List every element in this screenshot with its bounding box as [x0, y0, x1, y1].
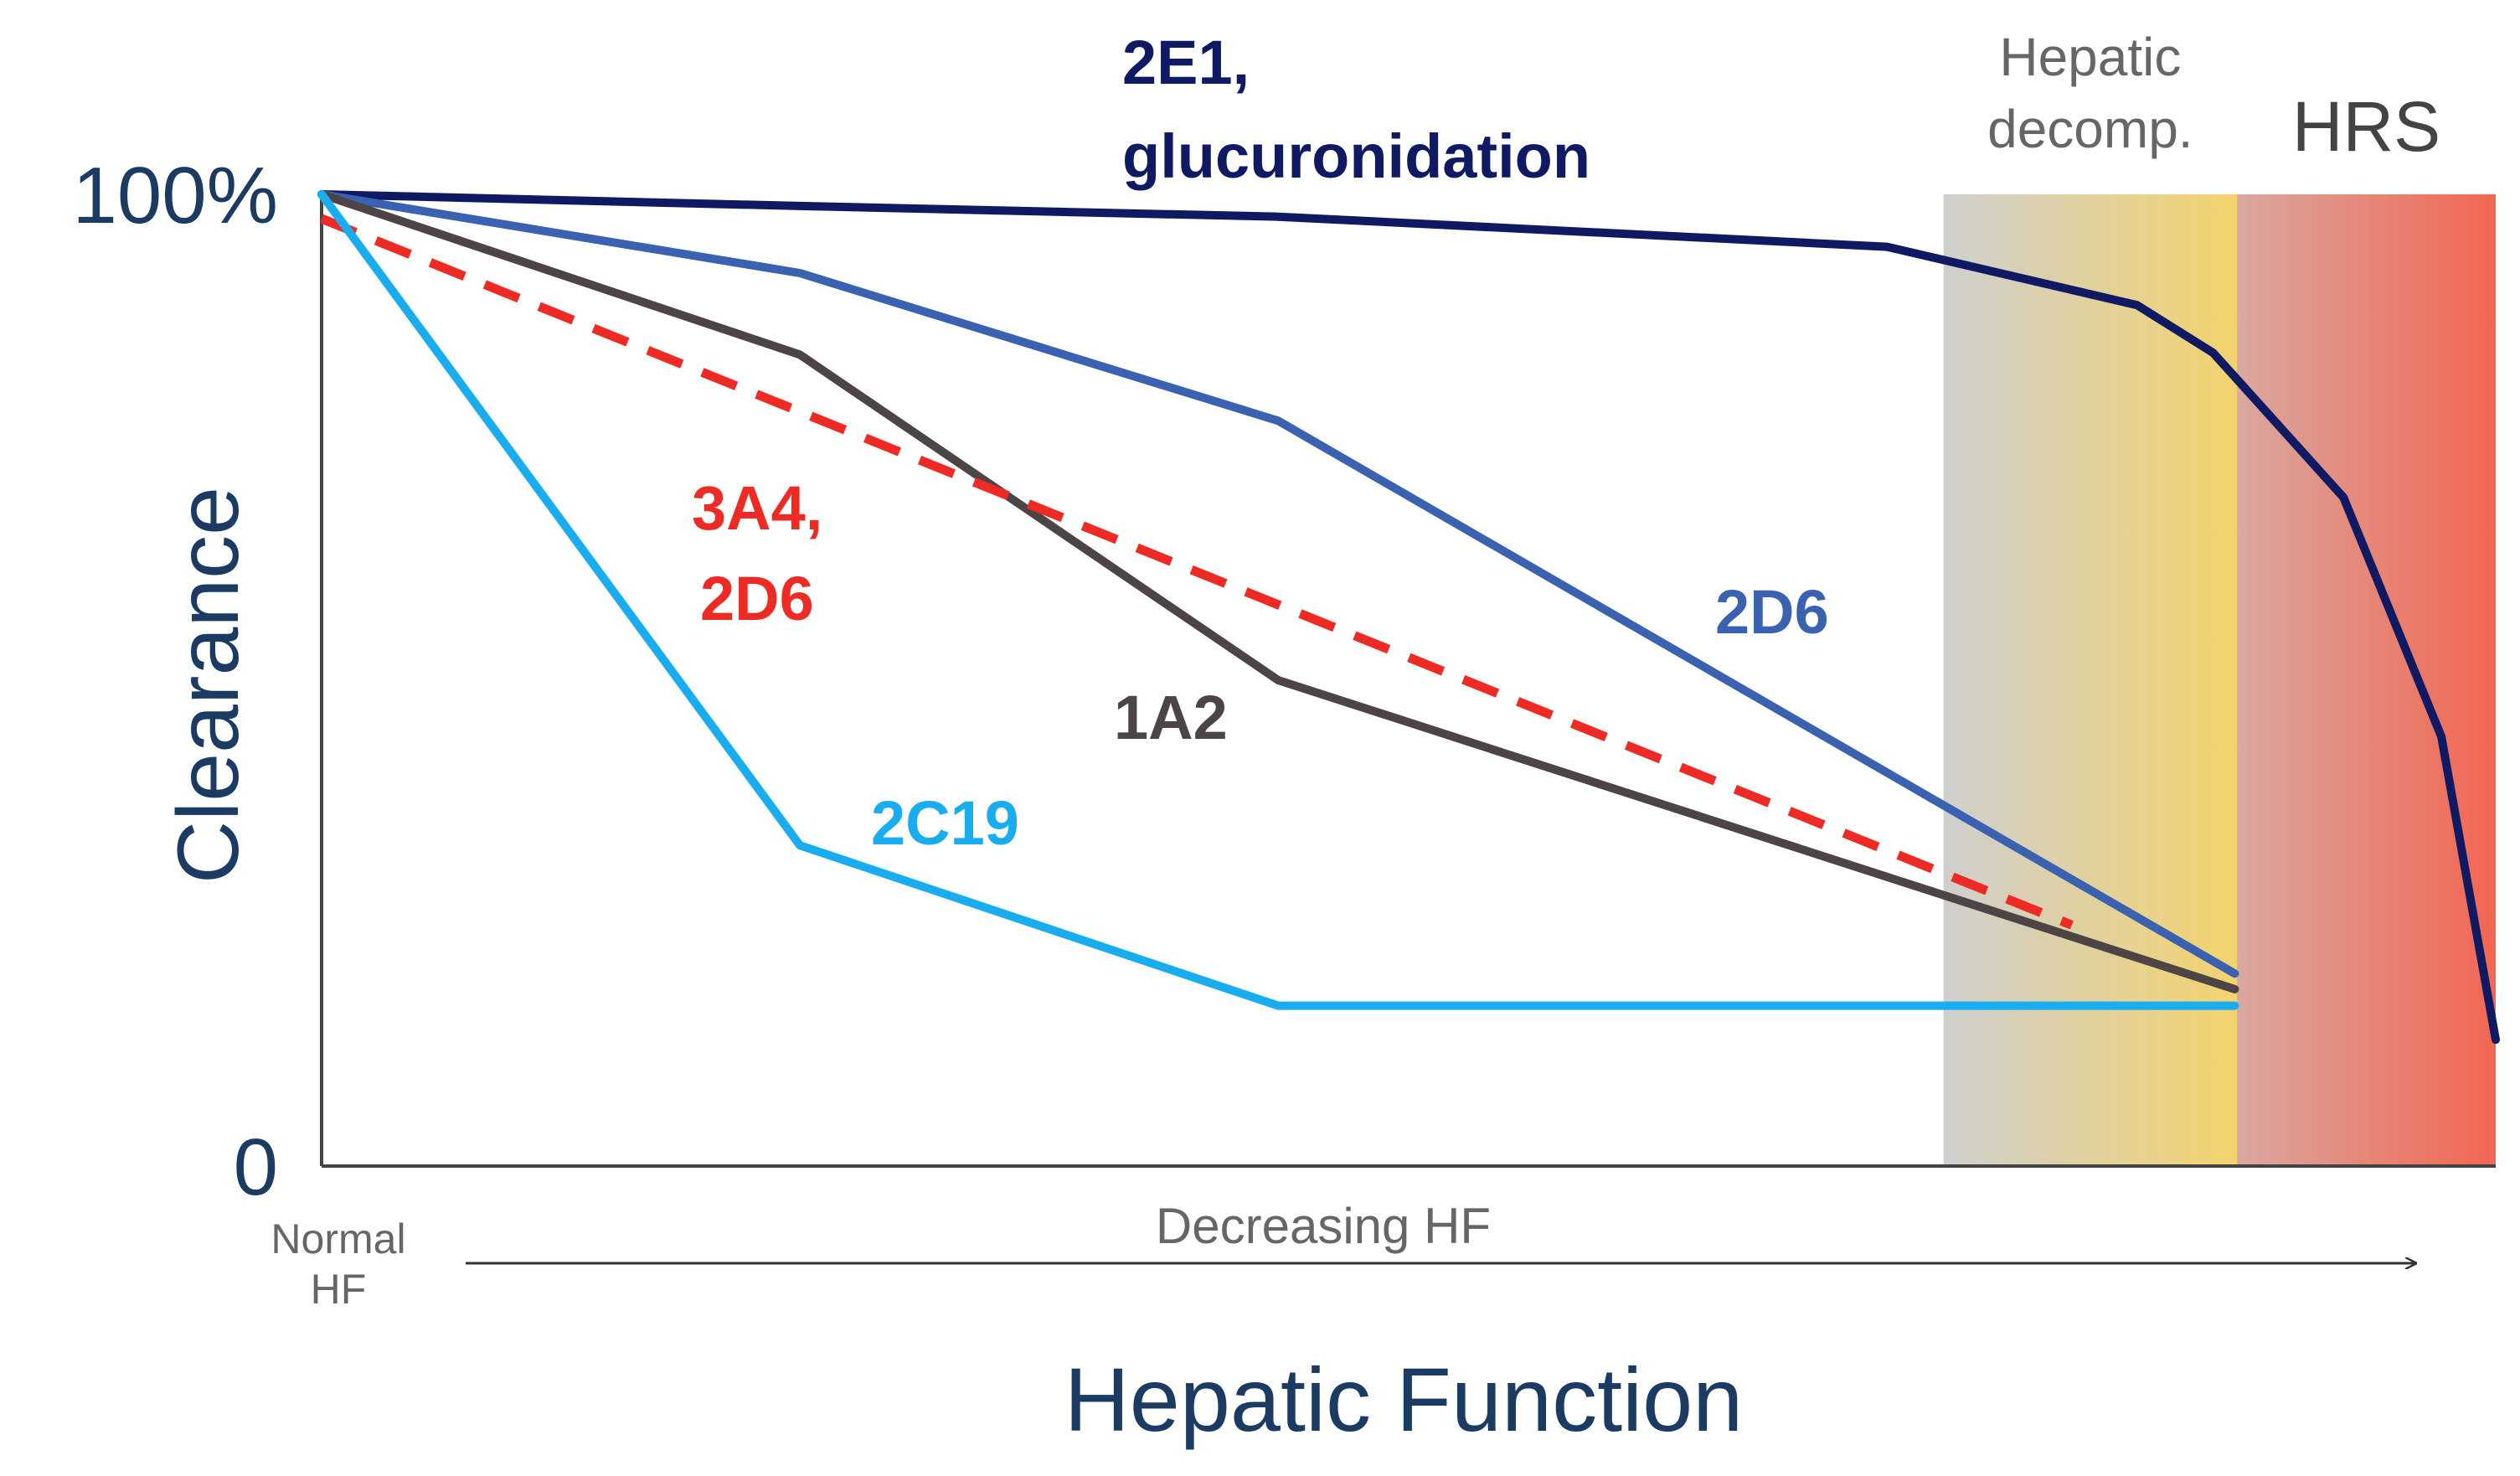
series-layer: [317, 190, 2500, 1045]
hrs-region: [2237, 194, 2496, 1166]
series-line-1a2: [317, 190, 2239, 993]
series-label-3a4-line1: 3A4,: [692, 473, 822, 543]
series-label-2e1-line2: glucuronidation: [1122, 121, 1590, 191]
series-label-2d6: 2D6: [1715, 577, 1829, 647]
series-label-2e1-line1: 2E1,: [1122, 28, 1250, 97]
series-label-2c19: 2C19: [871, 788, 1019, 858]
y-tick-label-100: 100%: [72, 151, 278, 240]
x-axis-title: Hepatic Function: [1064, 1349, 1743, 1450]
x-start-label-line1: Normal: [271, 1215, 405, 1262]
series-line-2e1-glucuronidation: [317, 190, 2500, 1045]
series-label-3a4-line2: 2D6: [700, 564, 814, 633]
series-label-1a2: 1A2: [1114, 683, 1228, 752]
series-line-2d6: [317, 190, 2239, 978]
hepatic-decomp-label-line2: decomp.: [1987, 99, 2193, 159]
hepatic-decomp-label-line1: Hepatic: [1999, 27, 2181, 87]
x-start-label-line2: HF: [311, 1266, 367, 1313]
y-axis-title: Clearance: [160, 487, 257, 884]
series-line-2c19: [317, 190, 2239, 1010]
series-line-3a4-2d6: [319, 214, 2074, 930]
decreasing-hf-label: Decreasing HF: [1156, 1198, 1491, 1254]
y-tick-label-0: 0: [234, 1122, 278, 1212]
hrs-label: HRS: [2292, 87, 2440, 166]
